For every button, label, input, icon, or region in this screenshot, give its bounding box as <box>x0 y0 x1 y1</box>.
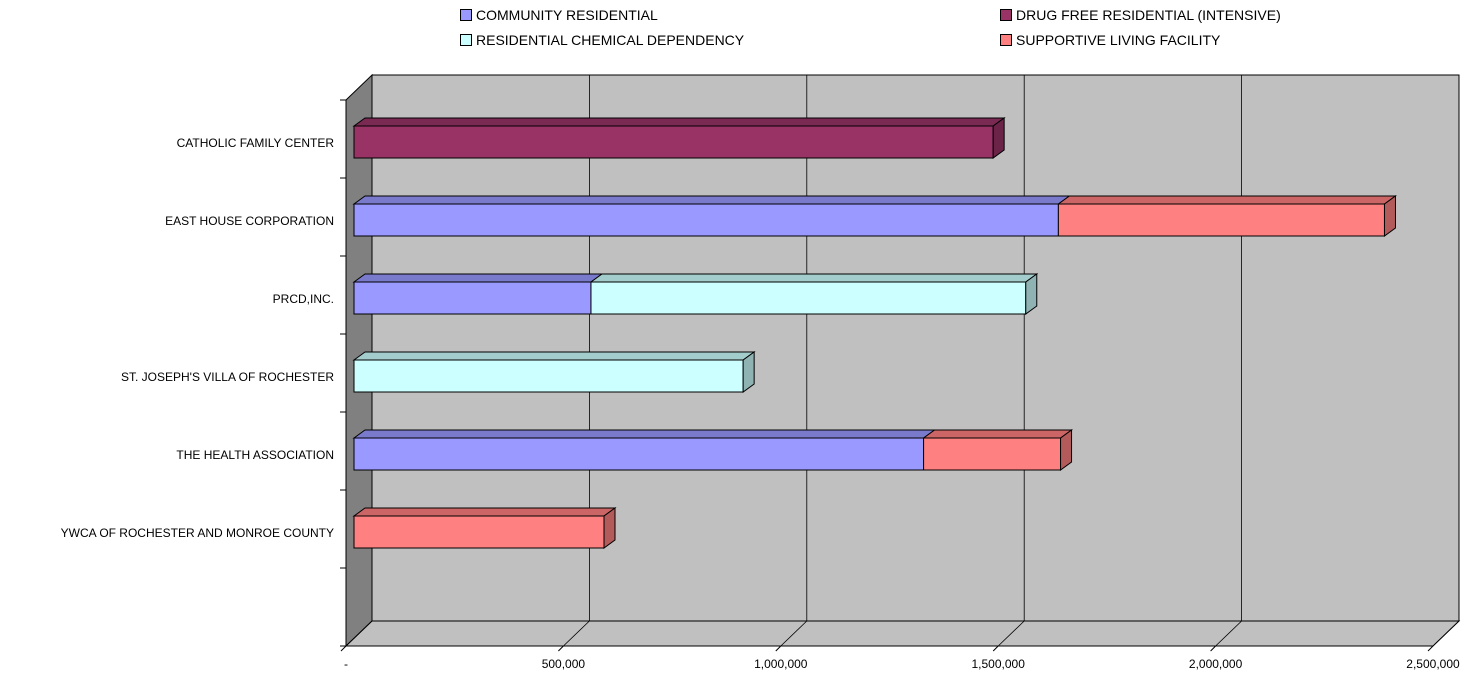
bar-top <box>589 273 1039 283</box>
floor <box>344 620 1461 647</box>
category-label: CATHOLIC FAMILY CENTER <box>177 136 335 150</box>
bar-side <box>1025 273 1038 315</box>
x-tick-label: 1,500,000 <box>972 657 1026 671</box>
legend-swatch <box>460 9 472 21</box>
bar-top <box>352 273 604 283</box>
category-label: ST. JOSEPH'S VILLA OF ROCHESTER <box>121 370 334 384</box>
legend-label: RESIDENTIAL CHEMICAL DEPENDENCY <box>476 32 745 48</box>
bar <box>353 359 744 393</box>
legend-item: SUPPORTIVE LIVING FACILITY <box>1000 32 1220 48</box>
category-label: PRCD,INC. <box>273 292 334 306</box>
category-label: THE HEALTH ASSOCIATION <box>176 448 334 462</box>
bar-side <box>1383 195 1396 237</box>
bar <box>353 281 592 315</box>
x-tick <box>1210 645 1216 652</box>
legend-swatch <box>1000 34 1012 46</box>
legend-item: DRUG FREE RESIDENTIAL (INTENSIVE) <box>1000 7 1281 23</box>
bar <box>353 125 994 159</box>
floor-gridline <box>1432 620 1460 647</box>
bar <box>1057 203 1385 237</box>
legend-item: COMMUNITY RESIDENTIAL <box>460 7 658 23</box>
x-tick-label: 2,000,000 <box>1189 657 1243 671</box>
bar-top <box>352 429 937 439</box>
legend-swatch <box>1000 9 1012 21</box>
x-tick <box>775 645 782 652</box>
bar-top <box>352 117 1006 127</box>
x-tick-label: - <box>344 657 348 671</box>
floor-gridline <box>780 620 808 647</box>
bar <box>353 515 605 549</box>
category-label: EAST HOUSE CORPORATION <box>165 214 334 228</box>
x-tick-label: 500,000 <box>542 657 586 671</box>
x-tick-label: 1,000,000 <box>754 657 808 671</box>
bar <box>353 437 925 471</box>
bar <box>923 437 1062 471</box>
category-label: YWCA OF ROCHESTER AND MONROE COUNTY <box>61 526 334 540</box>
bar-top <box>352 351 756 361</box>
bar <box>590 281 1027 315</box>
legend-swatch <box>460 34 472 46</box>
bar-side <box>992 117 1005 159</box>
floor-gridline <box>563 620 590 647</box>
bar-top <box>352 195 1071 205</box>
floor-gridline <box>345 620 373 647</box>
bar-top <box>1056 195 1398 205</box>
legend-label: DRUG FREE RESIDENTIAL (INTENSIVE) <box>1016 7 1281 23</box>
x-tick <box>992 645 999 652</box>
legend-item: RESIDENTIAL CHEMICAL DEPENDENCY <box>460 32 744 48</box>
legend-label: COMMUNITY RESIDENTIAL <box>476 7 658 23</box>
x-tick <box>558 645 564 652</box>
bar <box>353 203 1059 237</box>
bar-side <box>742 351 755 393</box>
bar-side <box>603 507 616 549</box>
floor-gridline <box>1215 620 1242 647</box>
x-tick-label: 2,500,000 <box>1406 657 1460 671</box>
legend-label: SUPPORTIVE LIVING FACILITY <box>1016 32 1221 48</box>
floor-gridline <box>997 620 1025 647</box>
x-tick <box>1427 645 1434 652</box>
bar-top <box>352 507 617 517</box>
bar-side <box>1060 429 1073 471</box>
bar-top <box>922 429 1074 439</box>
x-tick <box>340 645 347 652</box>
